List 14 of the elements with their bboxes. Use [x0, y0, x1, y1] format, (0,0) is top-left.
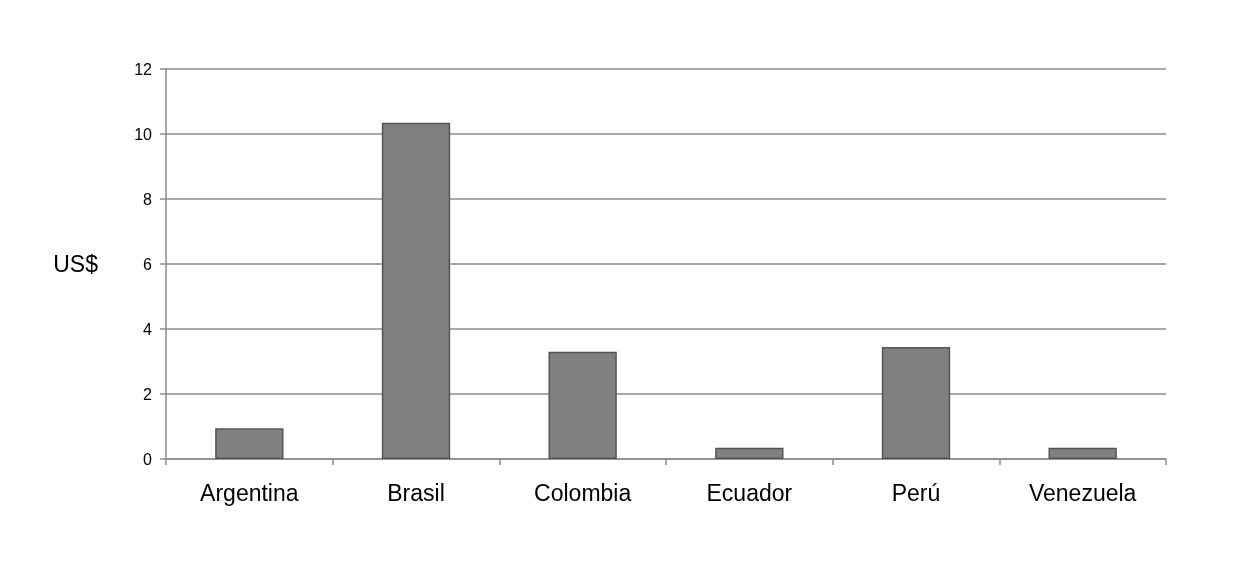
x-tick-label: Brasil: [387, 479, 445, 506]
x-tick-label: Venezuela: [1028, 479, 1137, 506]
y-tick-label: 8: [143, 190, 153, 208]
y-tick-label: 10: [134, 125, 153, 143]
y-tick-label: 6: [143, 255, 153, 273]
y-axis-title: US$: [53, 251, 99, 277]
x-tick-label: Ecuador: [706, 479, 793, 506]
x-tick-label: Argentina: [200, 479, 299, 506]
y-tick-label: 2: [143, 385, 153, 403]
y-tick-label: 12: [134, 60, 153, 78]
y-tick-label: 4: [143, 320, 153, 338]
y-tick-label: 0: [143, 450, 153, 468]
x-tick-label: Perú: [891, 479, 941, 506]
x-tick-label: Colombia: [534, 479, 632, 506]
